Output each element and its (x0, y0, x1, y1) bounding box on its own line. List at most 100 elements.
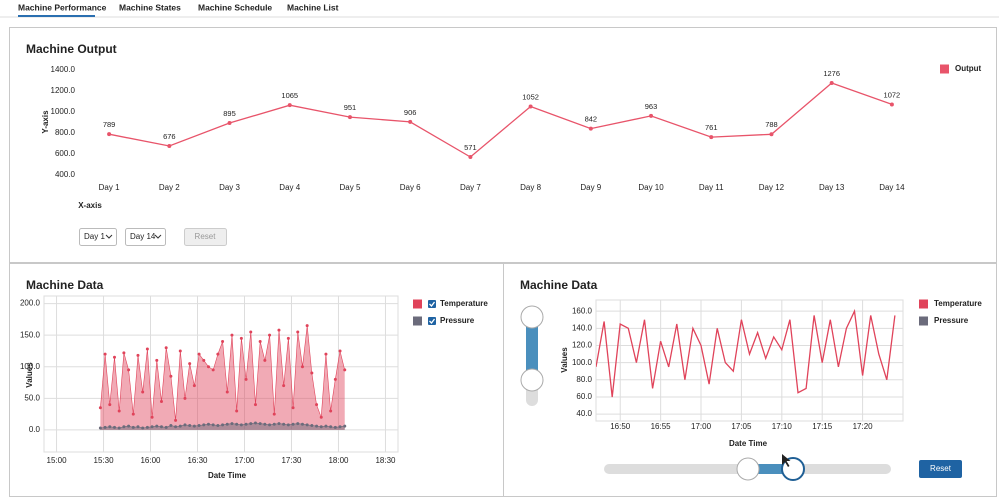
tab[interactable]: Machine Performance (18, 2, 107, 12)
data-point (98, 406, 102, 410)
data-label: 906 (404, 108, 417, 117)
data-point (300, 422, 304, 426)
x-tick-label: Day 4 (279, 183, 300, 192)
tab[interactable]: Machine Schedule (198, 2, 272, 12)
legend-label: Pressure (440, 316, 475, 325)
chart-title: Machine Output (26, 42, 117, 56)
data-reset-button[interactable] (919, 460, 962, 478)
reset-button[interactable] (184, 228, 227, 246)
data-point (206, 365, 210, 369)
data-label: 788 (765, 120, 778, 129)
y-tick-label: 400.0 (55, 170, 76, 179)
x-tick-label: Day 3 (219, 183, 240, 192)
data-point (103, 352, 107, 356)
data-point (108, 425, 112, 429)
data-point (202, 423, 206, 427)
x-tick-label: Day 1 (99, 183, 120, 192)
y-tick-label: 0.0 (29, 425, 41, 434)
y-axis-label: Values (560, 347, 569, 373)
data-point (528, 104, 533, 109)
plot (107, 81, 894, 160)
x-tick-label: Day 5 (340, 183, 361, 192)
x-tick-label: 17:00 (234, 456, 255, 465)
data-point (155, 358, 159, 362)
data-point (263, 422, 267, 426)
data-point (300, 365, 304, 369)
data-point (145, 347, 149, 351)
data-label: 1065 (281, 91, 298, 100)
x-tick-label: 17:30 (281, 456, 302, 465)
legend-label: Output (955, 64, 982, 73)
x-tick-label: 16:55 (651, 422, 672, 431)
legend-swatch (413, 316, 422, 326)
data-point (343, 368, 347, 372)
y-tick-label: 200.0 (20, 299, 41, 308)
y-tick-label: 600.0 (55, 149, 76, 158)
data-point (108, 403, 112, 407)
plot (98, 324, 347, 430)
data-reset-label: Reset (930, 464, 952, 473)
data-point (188, 423, 192, 427)
legend-label: Temperature (440, 299, 488, 308)
data-point (769, 132, 774, 137)
y-tick-label: 100.0 (572, 358, 593, 367)
data-point (253, 403, 257, 407)
y-tick-label: 1200.0 (51, 86, 76, 95)
y-tick-label: 100.0 (20, 362, 41, 371)
data-point (258, 339, 262, 343)
data-point (588, 126, 593, 131)
data-point (188, 362, 192, 366)
data-point (239, 336, 243, 340)
y-tick-label: 140.0 (572, 323, 593, 332)
data-point (333, 425, 337, 429)
data-point (117, 409, 121, 413)
slider-handle[interactable] (736, 457, 760, 481)
data-point (268, 333, 272, 337)
series-line (596, 308, 896, 398)
plot-border (595, 299, 904, 422)
data-point (164, 346, 168, 350)
data-point (468, 155, 473, 160)
data-point (235, 409, 239, 413)
data-point (131, 425, 135, 429)
data-point (131, 412, 135, 416)
y-axis-label: Y-axis (41, 110, 50, 134)
tab[interactable]: Machine States (119, 2, 181, 12)
data-point (211, 423, 215, 427)
x-axis-label: Date Time (208, 471, 247, 480)
x-tick-label: 15:30 (94, 456, 115, 465)
data-point (324, 424, 328, 428)
legend-checkbox[interactable] (428, 317, 436, 325)
area-fill (100, 325, 345, 430)
data-point (122, 351, 126, 355)
chevron (154, 234, 162, 239)
x-axis-label: Date Time (729, 439, 768, 448)
data-label: 1052 (522, 93, 539, 102)
tab[interactable]: Machine List (287, 2, 339, 12)
x-tick-label: Day 8 (520, 183, 541, 192)
slider-handle[interactable] (520, 368, 544, 392)
x-tick-label: 17:20 (853, 422, 874, 431)
plot-border (43, 295, 399, 453)
reset-label: Reset (195, 232, 217, 241)
data-point (221, 339, 225, 343)
data-point (408, 119, 413, 124)
data-point (225, 422, 229, 426)
data-label: 842 (585, 115, 598, 124)
data-point (338, 349, 342, 353)
data-point (239, 423, 243, 427)
chart-title: Machine Data (26, 278, 104, 292)
data-point (178, 349, 182, 353)
data-point (206, 422, 210, 426)
data-point (649, 113, 654, 118)
slider-handle[interactable] (520, 305, 544, 329)
end-select[interactable] (125, 228, 166, 246)
series-line (108, 82, 893, 158)
data-point (167, 144, 172, 149)
data-point (103, 425, 107, 429)
data-point (225, 390, 229, 394)
x-tick-label: 17:10 (772, 422, 793, 431)
start-select[interactable] (79, 228, 117, 246)
y-tick-label: 120.0 (572, 341, 593, 350)
legend-checkbox[interactable] (428, 300, 436, 308)
